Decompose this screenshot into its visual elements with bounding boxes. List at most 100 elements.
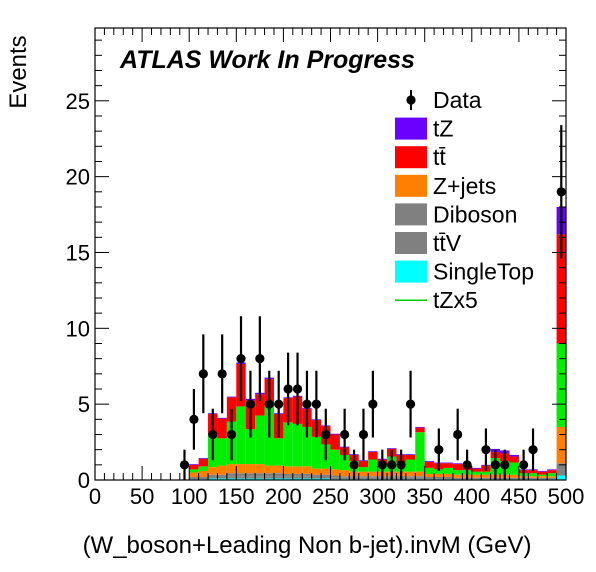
y-tick-label-5: 25 [66,89,90,114]
bar-2-19 [273,473,284,477]
bar-2-15 [236,473,246,477]
bar-5-17 [255,394,265,416]
bar-2-48 [547,477,557,479]
data-point-10 [274,399,284,409]
bar-5-47 [537,471,548,475]
bar-4-38 [452,470,463,475]
bar-5-44 [509,456,519,463]
bar-3-25 [330,469,340,476]
data-point-6 [236,354,246,364]
bar-3-46 [528,476,538,478]
bar-3-16 [245,464,256,474]
data-point-7 [245,399,256,409]
bar-2-46 [528,477,538,479]
bar-4-23 [311,436,322,469]
bar-2-34 [415,476,425,478]
bar-3-26 [339,470,350,477]
data-point-29 [500,460,510,470]
bar-4-17 [255,415,265,465]
bar-1-25 [330,477,340,480]
tick-labels: 0 50 100 150 200 250 300 350 400 450 500 0 5 10 15 20 25 [66,89,585,509]
bar-4-40 [471,471,482,475]
bar-4-33 [405,459,416,472]
x-tick-label-6: 300 [359,484,396,509]
legend-label-0: Data [433,87,482,113]
data-point-24 [434,445,444,455]
bar-3-33 [405,471,416,477]
bar-2-37 [443,476,453,479]
bar-3-19 [273,465,284,474]
bar-2-29 [368,476,378,478]
bar-2-25 [330,475,340,478]
bar-5-28 [358,461,369,468]
bar-1-24 [321,476,331,479]
bar-3-49 [556,426,566,464]
data-points [179,125,566,480]
bar-6-38 [452,463,463,465]
bar-5-25 [330,434,340,450]
bar-0-19 [273,478,284,480]
data-point-20 [377,460,387,470]
bar-4-46 [528,473,538,477]
bar-1-44 [509,478,519,480]
bar-2-17 [255,473,265,477]
data-point-19 [368,399,378,409]
y-axis-title: Events [5,35,32,108]
bar-6-33 [405,454,416,455]
legend-label-1: tZ [433,116,453,142]
bar-0-24 [321,478,331,480]
x-tick-label-2: 100 [171,484,208,509]
bar-0-15 [236,478,246,480]
bar-5-49 [556,234,566,344]
bar-1-49 [556,469,566,476]
bar-0-18 [264,478,274,480]
bar-1-14 [226,476,237,479]
bar-6-13 [217,417,227,419]
bar-5-48 [547,470,557,474]
legend-swatch-4 [395,203,427,226]
chart-annotation: ATLAS Work In Progress [119,46,415,74]
bar-2-26 [339,476,350,478]
legend-label-3: Z+jets [433,173,496,199]
bar-3-24 [321,468,331,475]
data-point-14 [311,399,321,409]
legend-swatch-2 [395,146,427,169]
plot-border [94,27,567,481]
data-point-12 [292,384,303,394]
bar-2-47 [537,477,548,479]
bar-2-33 [405,476,416,478]
legend-label-6: SingleTop [433,259,534,285]
bar-1-23 [311,476,322,479]
legend-label-2: tt̄ [433,144,446,170]
data-point-31 [528,445,538,455]
data-point-11 [283,384,293,394]
data-point-2 [198,369,208,379]
bar-2-44 [509,477,519,479]
bar-0-23 [311,478,322,480]
bar-1-19 [273,476,284,479]
bar-2-49 [556,463,566,470]
bar-2-38 [452,477,463,479]
bar-3-28 [358,471,369,477]
x-tick-label-5: 250 [312,484,349,509]
bar-3-35 [424,473,435,477]
bar-3-12 [208,467,218,475]
y-tick-label-2: 10 [66,316,90,341]
bar-3-10 [189,472,199,477]
bar-2-24 [321,474,331,477]
bar-6-31 [387,448,397,449]
bar-0-14 [226,478,237,480]
bar-6-28 [358,460,369,462]
legend-swatch-1 [395,117,427,140]
bar-0-22 [302,478,312,480]
bar-1-34 [415,477,425,480]
data-point-16 [340,429,350,440]
legend-label-7: tZx5 [433,287,478,313]
bar-2-36 [434,476,444,479]
data-point-13 [302,399,312,409]
bar-1-35 [424,478,435,480]
legend-label-5: tt̄V [433,230,462,256]
bar-1-36 [434,478,444,480]
bar-2-20 [283,473,293,477]
bar-2-18 [264,473,274,477]
